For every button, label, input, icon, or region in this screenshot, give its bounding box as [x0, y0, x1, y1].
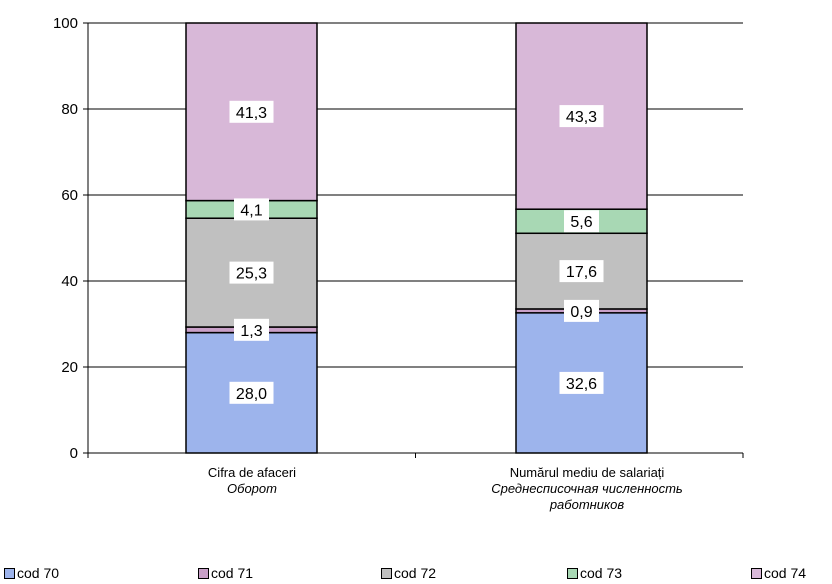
legend-swatch	[567, 567, 578, 579]
category-label-sub: Среднесписочная численность работников	[491, 481, 683, 512]
legend-label: cod 70	[17, 565, 60, 581]
legend-item-cod-74: cod 74	[751, 565, 806, 581]
data-label: 43,3	[566, 109, 597, 126]
y-tick-label: 100	[53, 15, 78, 32]
data-label: 17,6	[566, 264, 597, 281]
legend-swatch	[381, 567, 392, 579]
stacked-bar-chart: 0 20 40 60 80 100 28,0 1,3 25,3 4,1 41,3 32,6 0,9 17,…	[53, 15, 744, 462]
category-label-sub: Оборот	[227, 481, 277, 496]
legend-swatch	[4, 567, 15, 579]
y-tick-label: 40	[61, 273, 78, 290]
data-label-bg	[559, 260, 604, 283]
data-label-bg	[559, 371, 604, 394]
legend-swatch	[198, 567, 209, 579]
legend-item-cod-73: cod 73	[567, 565, 622, 581]
category-label-1: Numărul mediu de salariați Среднесписочн…	[462, 465, 712, 513]
y-tick-label: 0	[70, 445, 78, 462]
data-label-bg	[234, 318, 269, 341]
legend-label: cod 72	[394, 565, 437, 581]
data-label-bg	[229, 381, 274, 404]
data-label-bg	[559, 105, 604, 128]
category-label-0: Cifra de afaceri Оборот	[152, 465, 352, 497]
data-label: 25,3	[236, 266, 267, 283]
category-label-main: Numărul mediu de salariați	[509, 465, 665, 480]
data-label-bg	[229, 100, 274, 123]
legend-swatch	[751, 567, 762, 579]
data-label: 4,1	[240, 202, 262, 219]
data-label-bg	[564, 299, 599, 322]
category-label-main: Cifra de afaceri	[207, 465, 297, 480]
legend-label: cod 74	[764, 565, 807, 581]
data-label-bg	[229, 261, 274, 284]
data-label-bg	[234, 198, 269, 221]
legend-label: cod 71	[211, 565, 254, 581]
y-tick-label: 60	[61, 187, 78, 204]
data-label: 41,3	[236, 105, 267, 122]
data-label: 1,3	[240, 323, 262, 340]
data-label: 0,9	[570, 304, 592, 321]
legend-item-cod-72: cod 72	[381, 565, 436, 581]
y-tick-label: 20	[61, 359, 78, 376]
legend-label: cod 73	[580, 565, 623, 581]
legend: cod 70 cod 71 cod 72 cod 73 cod 74	[0, 565, 832, 583]
data-label: 5,6	[570, 214, 592, 231]
y-tick-label: 80	[61, 101, 78, 118]
legend-item-cod-71: cod 71	[198, 565, 253, 581]
data-label-bg	[564, 210, 599, 233]
legend-item-cod-70: cod 70	[4, 565, 59, 581]
data-label: 32,6	[566, 376, 597, 393]
data-label: 28,0	[236, 386, 267, 403]
